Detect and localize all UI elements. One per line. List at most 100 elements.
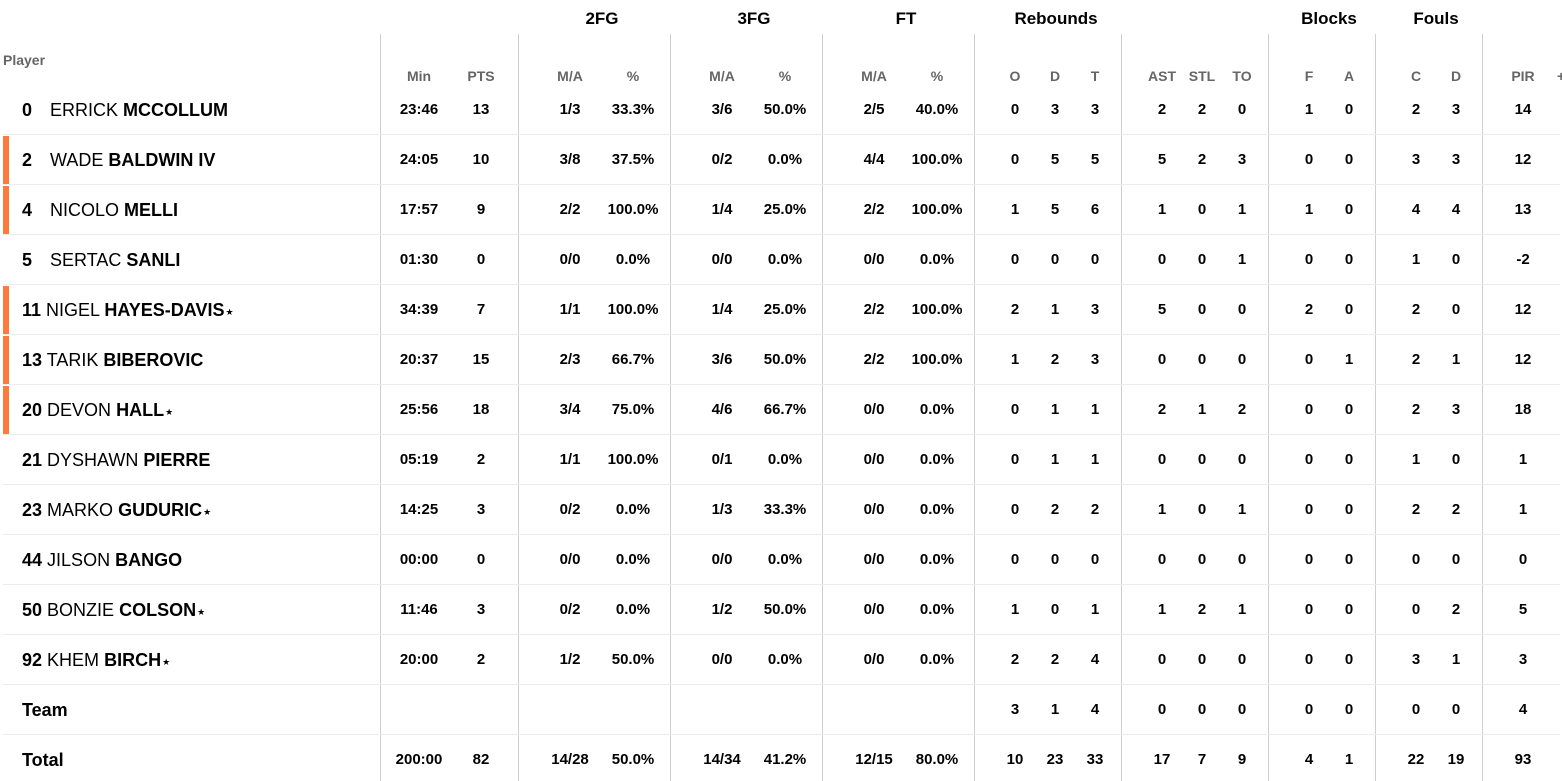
stat-cell: 50.0% — [611, 651, 655, 668]
column-divider — [1121, 34, 1122, 781]
stat-cell: 2 — [1411, 501, 1421, 518]
stat-cell: 0/2 — [711, 151, 733, 168]
stat-cell: 15 — [472, 351, 490, 368]
stat-cell: 1 — [1010, 601, 1020, 618]
stat-cell: 66.7% — [611, 351, 655, 368]
row-divider — [3, 434, 1560, 435]
stat-cell: 05:19 — [399, 451, 439, 468]
stat-cell: 3 — [1451, 401, 1461, 418]
stat-cell: 0.0% — [767, 551, 803, 568]
sub-header: +/ — [1557, 68, 1562, 84]
stat-cell: 2/2 — [863, 351, 885, 368]
stat-cell: 0 — [476, 251, 486, 268]
jersey-number: 5 — [22, 250, 33, 270]
stat-cell: 2 — [1157, 401, 1167, 418]
player-name[interactable]: 4 NICOLO MELLI — [22, 199, 178, 221]
stat-cell: 3 — [1451, 151, 1461, 168]
stat-cell: 1 — [1344, 751, 1354, 768]
stat-cell: 1/4 — [711, 201, 733, 218]
sub-header: PIR — [1511, 68, 1535, 84]
row-divider — [3, 534, 1560, 535]
player-last-name: BIBEROVIC — [103, 350, 204, 370]
player-last-name: SANLI — [126, 250, 181, 270]
player-name[interactable]: 2 WADE BALDWIN IV — [22, 149, 215, 171]
sub-header: O — [1009, 68, 1021, 84]
player-name[interactable]: 92 KHEM BIRCH★ — [22, 649, 170, 673]
stat-cell: 41.2% — [763, 751, 807, 768]
stat-cell: 93 — [1514, 751, 1532, 768]
star-icon: ★ — [165, 407, 174, 417]
stat-cell: 0 — [1304, 251, 1314, 268]
stat-cell: 4 — [1518, 701, 1528, 718]
stat-cell: 34:39 — [399, 301, 439, 318]
stat-cell: 1 — [1518, 451, 1528, 468]
row-divider — [3, 284, 1560, 285]
column-divider — [380, 34, 381, 781]
stat-cell: 33 — [1086, 751, 1104, 768]
starter-marker — [3, 186, 9, 234]
stat-cell: 80.0% — [915, 751, 959, 768]
stat-cell: 2 — [1197, 151, 1207, 168]
stat-cell: 0 — [1197, 201, 1207, 218]
stat-cell: 1 — [1304, 201, 1314, 218]
player-name[interactable]: 13 TARIK BIBEROVIC — [22, 349, 203, 371]
player-name[interactable]: 50 BONZIE COLSON★ — [22, 599, 205, 623]
player-name[interactable]: 11 NIGEL HAYES-DAVIS★ — [22, 299, 234, 323]
stat-cell: 0 — [1344, 301, 1354, 318]
stat-cell: 0 — [1344, 601, 1354, 618]
stat-cell: 1 — [1411, 451, 1421, 468]
stat-cell: 2 — [1411, 101, 1421, 118]
stat-cell: 2/3 — [559, 351, 581, 368]
stat-cell: 0 — [1344, 201, 1354, 218]
starter-marker — [3, 286, 9, 334]
stat-cell: 0/0 — [863, 451, 885, 468]
stat-cell: 0 — [1157, 451, 1167, 468]
player-first-name: BONZIE — [47, 600, 115, 620]
column-divider — [1482, 34, 1483, 781]
stat-cell: 3 — [1090, 351, 1100, 368]
player-name[interactable]: 20 DEVON HALL★ — [22, 399, 173, 423]
stat-cell: 24:05 — [399, 151, 439, 168]
stat-cell: 25.0% — [763, 301, 807, 318]
player-name[interactable]: 21 DYSHAWN PIERRE — [22, 449, 210, 471]
stat-cell: 7 — [476, 301, 486, 318]
stat-cell: 3/6 — [711, 101, 733, 118]
stat-cell: 25:56 — [399, 401, 439, 418]
sub-header: Min — [406, 68, 432, 84]
player-first-name: TARIK — [46, 350, 99, 370]
stat-cell: 10 — [1006, 751, 1024, 768]
player-name[interactable]: 23 MARKO GUDURIC★ — [22, 499, 211, 523]
stat-cell: 3 — [476, 501, 486, 518]
stat-cell: 0 — [1197, 351, 1207, 368]
stat-cell: 0 — [1050, 601, 1060, 618]
stat-cell: 0 — [1518, 551, 1528, 568]
stat-cell: 75.0% — [611, 401, 655, 418]
stat-cell: 100.0% — [911, 301, 963, 318]
stat-cell: 0 — [1451, 451, 1461, 468]
player-last-name: COLSON — [119, 600, 197, 620]
stat-cell: 0 — [1197, 651, 1207, 668]
player-first-name: NIGEL — [46, 300, 100, 320]
stat-cell: 1 — [1050, 701, 1060, 718]
star-icon: ★ — [162, 657, 171, 667]
stat-cell: 50.0% — [611, 751, 655, 768]
player-name[interactable]: 5 SERTAC SANLI — [22, 249, 180, 271]
player-name[interactable]: 0 ERRICK MCCOLLUM — [22, 99, 228, 121]
stat-cell: 14/28 — [551, 751, 589, 768]
stat-cell: 33.3% — [611, 101, 655, 118]
stat-cell: 0/0 — [863, 551, 885, 568]
stat-cell: 100.0% — [607, 301, 659, 318]
stat-cell: 0/2 — [559, 501, 581, 518]
sub-header: T — [1090, 68, 1100, 84]
stat-cell: 17 — [1153, 751, 1171, 768]
stat-cell: 4 — [1090, 651, 1100, 668]
stat-cell: 3 — [1050, 101, 1060, 118]
stat-cell: 2 — [1451, 501, 1461, 518]
stat-cell: 0.0% — [615, 501, 651, 518]
stat-cell: 5 — [1050, 201, 1060, 218]
player-name[interactable]: 44 JILSON BANGO — [22, 549, 182, 571]
stat-cell: 0 — [1344, 451, 1354, 468]
sub-header: PTS — [467, 68, 495, 84]
stat-cell: 0 — [1237, 101, 1247, 118]
